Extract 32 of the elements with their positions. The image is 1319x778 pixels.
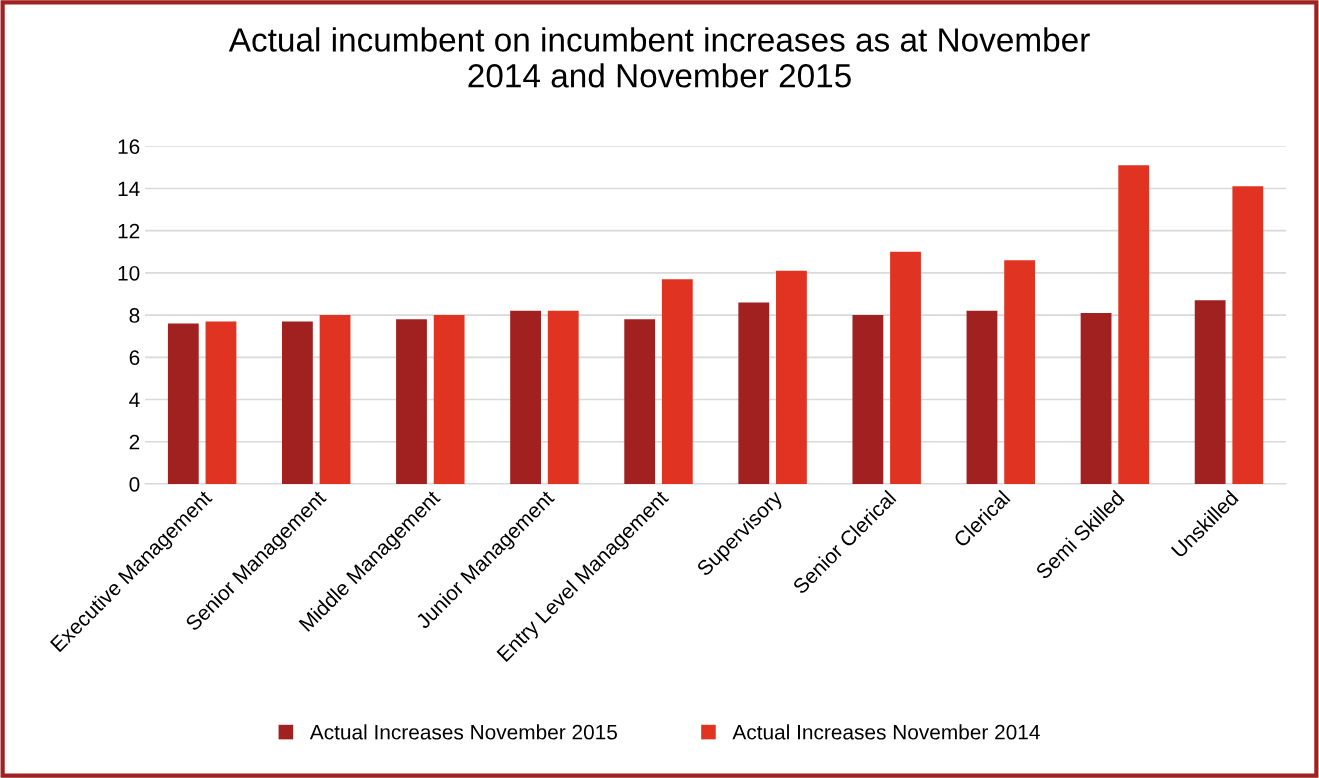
bar (282, 321, 313, 484)
y-tick-label: 6 (129, 350, 140, 366)
y-tick-label: 10 (118, 265, 140, 281)
legend-label: Actual Increases November 2014 (732, 724, 1040, 740)
bar (966, 310, 998, 484)
legend-label: Actual Increases November 2015 (309, 724, 617, 740)
bar (661, 279, 693, 484)
bar (547, 310, 579, 484)
bar (433, 315, 465, 484)
bar (890, 251, 921, 484)
y-tick-label: 16 (118, 139, 140, 155)
bar (396, 319, 427, 484)
bar (1118, 165, 1150, 484)
bar (510, 310, 541, 484)
bar (1232, 186, 1264, 484)
bar (319, 315, 351, 484)
bar (205, 321, 237, 484)
bar (738, 302, 770, 484)
bar (1004, 260, 1036, 484)
y-tick-label: 14 (118, 181, 140, 197)
y-tick-label: 0 (129, 476, 140, 492)
bar (624, 319, 656, 484)
bar (167, 323, 199, 484)
bar (776, 270, 807, 484)
y-tick-label: 2 (129, 434, 140, 450)
bar (852, 315, 884, 484)
y-tick-label: 4 (129, 392, 140, 408)
bar (1080, 312, 1112, 484)
chart-title: Actual incumbent on incumbent increases as at November 2014 and November 2015 (228, 27, 1090, 88)
y-tick-label: 12 (118, 223, 140, 239)
bar (1194, 300, 1226, 484)
y-tick-label: 8 (129, 308, 140, 323)
